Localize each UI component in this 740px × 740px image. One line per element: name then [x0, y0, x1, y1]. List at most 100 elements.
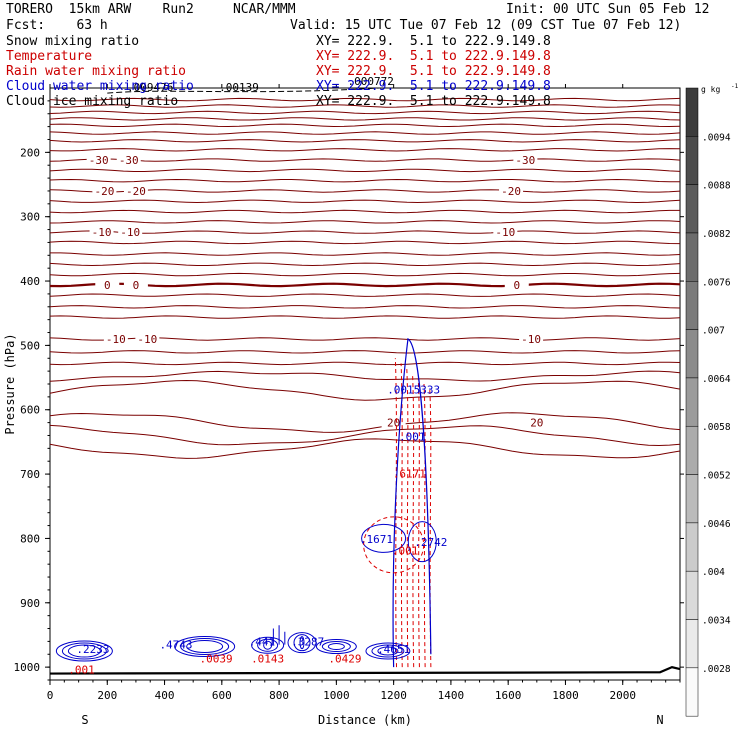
cloud-water-contour [180, 638, 230, 656]
legend-entry: Cloud water mixing ratio [6, 79, 194, 94]
max-value-label: .001 [68, 664, 95, 677]
temperature-contour [49, 438, 681, 459]
x-tick-label: 0 [47, 689, 54, 702]
contour-label: -30 [515, 154, 535, 167]
temperature-contour [49, 282, 681, 288]
temperature-contour [49, 379, 681, 401]
contour-label: 0 [513, 279, 520, 292]
colorbar-label: .0034 [702, 616, 731, 627]
colorbar-label: .0094 [702, 132, 731, 143]
max-value-label: .1671 [360, 533, 393, 546]
legend-section-xy: XY= 222.9. 5.1 to 222.9.149.8 [316, 94, 551, 109]
legend-section-xy: XY= 222.9. 5.1 to 222.9.149.8 [316, 79, 551, 94]
temperature-contour [49, 305, 681, 309]
temperature-contour [49, 370, 681, 382]
y-tick-label: 400 [20, 275, 40, 288]
max-value-label: .0429 [328, 653, 361, 666]
colorbar-swatch [685, 232, 699, 282]
cloud-water-contour [299, 636, 305, 650]
contour-label: -10 [106, 333, 126, 346]
temperature-contour [49, 230, 681, 234]
contour-label: -10 [92, 226, 112, 239]
max-value-label: .6171 [393, 467, 426, 480]
cloud-water-contour [251, 636, 285, 654]
y-tick-label: 800 [20, 532, 40, 545]
cloud-water-contour [61, 642, 107, 660]
max-value-label: .000772 [348, 75, 394, 88]
max-value-label: .4651 [377, 643, 410, 656]
temperature-contour [49, 131, 681, 135]
colorbar-unit-exponent: -1 [731, 83, 739, 90]
colorbar-swatch [685, 136, 699, 185]
temperature-contour [50, 252, 681, 256]
south-end-label: S [81, 713, 88, 727]
x-tick-label: 1800 [552, 689, 579, 702]
rain-contour [429, 389, 432, 668]
max-value-label: .0143 [251, 653, 284, 666]
contour-label-bg [103, 332, 128, 345]
north-end-label: N [656, 713, 663, 727]
colorbar-label: .0082 [702, 229, 731, 240]
cloud-water-contour [263, 640, 273, 650]
colorbar-label: .0076 [702, 277, 731, 288]
colorbar-swatch [685, 184, 699, 234]
temperature-contour [49, 168, 681, 173]
max-value-label: .3287 [291, 635, 324, 648]
rain-contour [412, 373, 415, 668]
init-time: Init: 00 UTC Sun 05 Feb 12 [506, 2, 710, 17]
x-tick-label: 1200 [380, 689, 407, 702]
cloud-water-contour [361, 523, 407, 553]
temperature-contour [49, 412, 681, 433]
colorbar-swatch [685, 474, 699, 524]
contour-label-bg [92, 184, 117, 197]
cloud-water-contour [327, 643, 345, 651]
legend-section-xy: XY= 222.9. 5.1 to 222.9.149.8 [316, 34, 551, 49]
colorbar-label: .0028 [702, 664, 731, 675]
max-value-label: .009476 [127, 81, 173, 94]
temperature-contour [49, 110, 681, 115]
max-value-label: .0015333 [387, 384, 440, 397]
contour-label: -10 [137, 333, 157, 346]
contour-label-bg [493, 226, 518, 239]
colorbar-swatch [685, 377, 699, 427]
contour-label-bg [123, 278, 148, 291]
legend-section-xy: XY= 222.9. 5.1 to 222.9.149.8 [316, 64, 551, 79]
contour-label-bg [86, 154, 111, 167]
temperature-contour [49, 209, 680, 214]
cloud-water-contour [257, 638, 279, 652]
cloud-water-contour [365, 642, 411, 660]
legend-entry: Temperature [6, 49, 93, 64]
legend-section-xy: XY= 222.9. 5.1 to 222.9.149.8 [316, 49, 551, 64]
snow-contour [107, 87, 380, 94]
temperature-contour [49, 148, 681, 152]
legend-entry: Rain water mixing ratio [6, 64, 187, 79]
x-tick-label: 400 [155, 689, 175, 702]
plot-frame [49, 87, 681, 681]
cloud-water-contour [174, 636, 236, 658]
temperature-contour [49, 189, 681, 193]
legend-entry: Snow mixing ratio [6, 34, 140, 49]
colorbar-label: .0088 [702, 181, 731, 192]
temperature-contour [49, 178, 681, 183]
rain-contour [423, 383, 426, 668]
x-tick-label: 2000 [609, 689, 636, 702]
colorbar-label: .007 [702, 326, 725, 337]
max-value-label: .001 [399, 431, 426, 444]
cloud-water-contour [287, 632, 317, 654]
contour-label-bg [524, 416, 549, 429]
contour-label: -20 [94, 185, 114, 198]
max-value-label: .441 [249, 635, 276, 648]
legend-entry: Cloud ice mixing ratio [6, 94, 179, 109]
contour-label: 20 [387, 417, 400, 430]
y-tick-label: 900 [20, 597, 40, 610]
contour-label-bg [513, 154, 538, 167]
colorbar-swatch [685, 87, 699, 137]
temperature-contour [49, 97, 681, 102]
max-value-label: .00139 [219, 81, 259, 94]
x-tick-label: 1400 [438, 689, 465, 702]
y-tick-label: 200 [20, 146, 40, 159]
contour-label: -20 [501, 185, 521, 198]
temperature-contour [49, 220, 681, 224]
colorbar-label: .0058 [702, 422, 731, 433]
